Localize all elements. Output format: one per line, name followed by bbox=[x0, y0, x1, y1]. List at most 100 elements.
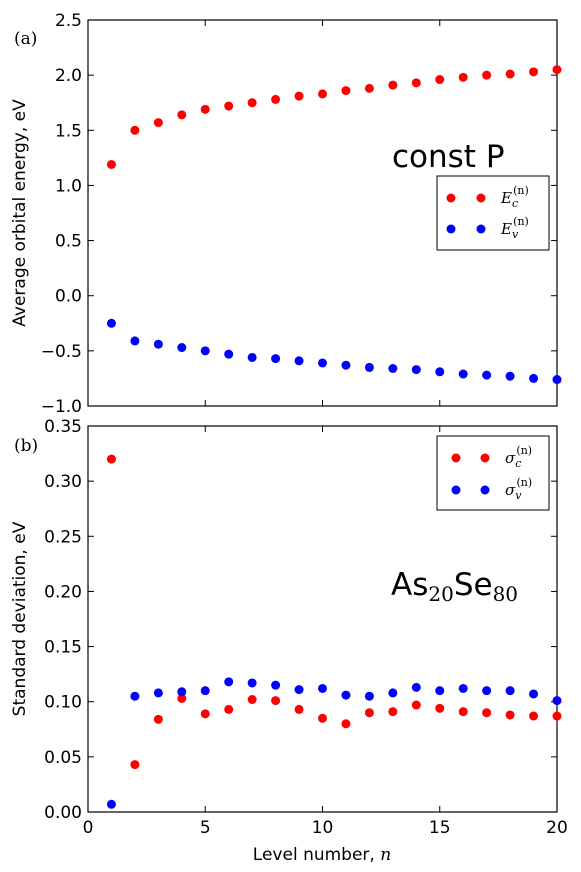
data-point-series-1 bbox=[224, 349, 234, 359]
data-point-series-1 bbox=[482, 686, 492, 696]
data-point-series-0 bbox=[364, 708, 374, 718]
data-point-series-1 bbox=[247, 678, 257, 688]
x-tick-label: 5 bbox=[200, 818, 211, 838]
data-point-series-0 bbox=[505, 710, 515, 720]
legend-sigma-v-label: σv(n) bbox=[505, 476, 532, 502]
data-point-series-0 bbox=[482, 708, 492, 718]
legend-marker bbox=[451, 453, 461, 463]
data-point-series-1 bbox=[529, 373, 539, 383]
data-point-series-1 bbox=[318, 358, 327, 368]
y-tick-label: −0.5 bbox=[41, 342, 82, 362]
y-tick-label: 0.05 bbox=[44, 748, 82, 768]
x-tick-label: 0 bbox=[83, 818, 94, 838]
data-point-series-0 bbox=[552, 711, 562, 721]
data-point-series-0 bbox=[224, 704, 234, 714]
data-point-series-0 bbox=[153, 118, 163, 128]
panel-b-label: (b) bbox=[14, 436, 38, 456]
panel-a-y-axis-label: Average orbital energy, eV bbox=[10, 99, 30, 327]
data-point-series-0 bbox=[130, 760, 140, 770]
data-point-series-1 bbox=[482, 370, 492, 380]
data-point-series-1 bbox=[411, 365, 421, 375]
panel-b-y-axis-label: Standard deviation, eV bbox=[10, 521, 30, 716]
data-point-series-1 bbox=[271, 680, 281, 690]
y-tick-label: 0.35 bbox=[44, 417, 82, 437]
x-tick-label: 20 bbox=[546, 818, 568, 838]
data-point-series-0 bbox=[247, 695, 257, 705]
data-point-series-0 bbox=[388, 707, 398, 717]
data-point-series-1 bbox=[200, 346, 210, 356]
data-point-series-1 bbox=[153, 688, 163, 698]
legend-marker bbox=[476, 193, 486, 203]
data-point-series-1 bbox=[458, 369, 468, 379]
data-point-series-0 bbox=[458, 707, 468, 717]
data-point-series-0 bbox=[177, 110, 187, 120]
data-point-series-1 bbox=[341, 690, 351, 700]
y-tick-label: 0.25 bbox=[44, 527, 82, 547]
y-tick-label: 0.20 bbox=[44, 582, 82, 602]
y-tick-label: 0.00 bbox=[44, 803, 82, 823]
data-point-series-0 bbox=[505, 69, 515, 79]
data-point-series-1 bbox=[318, 683, 327, 693]
y-tick-label: 0.10 bbox=[44, 693, 82, 713]
panel-a-label: (a) bbox=[14, 29, 37, 49]
data-point-series-0 bbox=[294, 704, 304, 714]
data-point-series-1 bbox=[153, 339, 163, 349]
data-point-series-0 bbox=[411, 700, 421, 710]
panel-b-legend: σc(n) σv(n) bbox=[436, 435, 550, 511]
data-point-series-0 bbox=[435, 75, 445, 85]
data-point-series-1 bbox=[388, 688, 398, 698]
panel-a-annotation: const P bbox=[392, 139, 505, 175]
panel-b: (b) 0.00 0.05 0.10 0.15 0.20 0.25 0.30 0.35 0 5 1… bbox=[10, 417, 568, 865]
data-point-series-0 bbox=[247, 98, 257, 108]
data-point-series-0 bbox=[341, 719, 351, 729]
data-point-series-1 bbox=[505, 371, 515, 381]
y-tick-label: 0.0 bbox=[55, 287, 82, 307]
y-tick-label: 1.0 bbox=[55, 176, 82, 196]
data-point-series-0 bbox=[224, 101, 234, 111]
data-point-series-0 bbox=[177, 693, 187, 703]
data-point-series-1 bbox=[411, 682, 421, 692]
data-point-series-0 bbox=[106, 159, 116, 169]
data-point-series-0 bbox=[552, 65, 562, 75]
data-point-series-0 bbox=[411, 78, 421, 88]
y-tick-label: 0.15 bbox=[44, 638, 82, 658]
data-point-series-0 bbox=[130, 125, 140, 135]
data-point-series-1 bbox=[552, 375, 562, 385]
legend-marker bbox=[476, 224, 486, 234]
y-tick-label: 0.30 bbox=[44, 472, 82, 492]
data-point-series-0 bbox=[482, 70, 492, 80]
panel-b-annotation: As20Se80 bbox=[391, 567, 518, 606]
legend-marker bbox=[480, 453, 490, 463]
panel-a-legend: Ec(n) Ev(n) bbox=[436, 175, 550, 251]
data-point-series-0 bbox=[200, 104, 210, 114]
panel-b-y-axis: 0.00 0.05 0.10 0.15 0.20 0.25 0.30 0.35 bbox=[44, 417, 557, 823]
data-point-series-1 bbox=[130, 691, 140, 701]
data-point-series-0 bbox=[271, 696, 281, 706]
y-tick-label: 2.5 bbox=[55, 11, 82, 31]
data-point-series-0 bbox=[529, 67, 539, 77]
data-point-series-0 bbox=[341, 86, 351, 96]
data-point-series-0 bbox=[200, 709, 210, 719]
data-point-series-1 bbox=[130, 336, 140, 346]
data-point-series-0 bbox=[318, 713, 327, 723]
panel-b-x-axis: 0 5 10 15 20 bbox=[83, 426, 568, 838]
data-point-series-0 bbox=[318, 89, 327, 99]
panel-b-legend-box bbox=[436, 435, 550, 511]
data-point-series-0 bbox=[529, 711, 539, 721]
data-point-series-0 bbox=[364, 83, 374, 93]
panel-a-y-axis: −1.0 −0.5 0.0 0.5 1.0 1.5 2.0 2.5 bbox=[41, 11, 557, 417]
data-point-series-0 bbox=[271, 94, 281, 104]
data-point-series-1 bbox=[294, 685, 304, 695]
data-point-series-1 bbox=[435, 686, 445, 696]
data-point-series-1 bbox=[177, 343, 187, 353]
legend-marker bbox=[480, 485, 490, 495]
data-point-series-0 bbox=[388, 80, 398, 90]
data-point-series-1 bbox=[200, 686, 210, 696]
data-point-series-1 bbox=[106, 318, 116, 328]
data-point-series-1 bbox=[247, 352, 257, 362]
y-tick-label: 1.5 bbox=[55, 121, 82, 141]
data-point-series-1 bbox=[177, 687, 187, 697]
data-point-series-1 bbox=[529, 689, 539, 699]
panel-a: (a) −1.0 −0.5 0.0 0.5 1.0 1.5 2.0 2.5 Average o… bbox=[10, 11, 562, 417]
